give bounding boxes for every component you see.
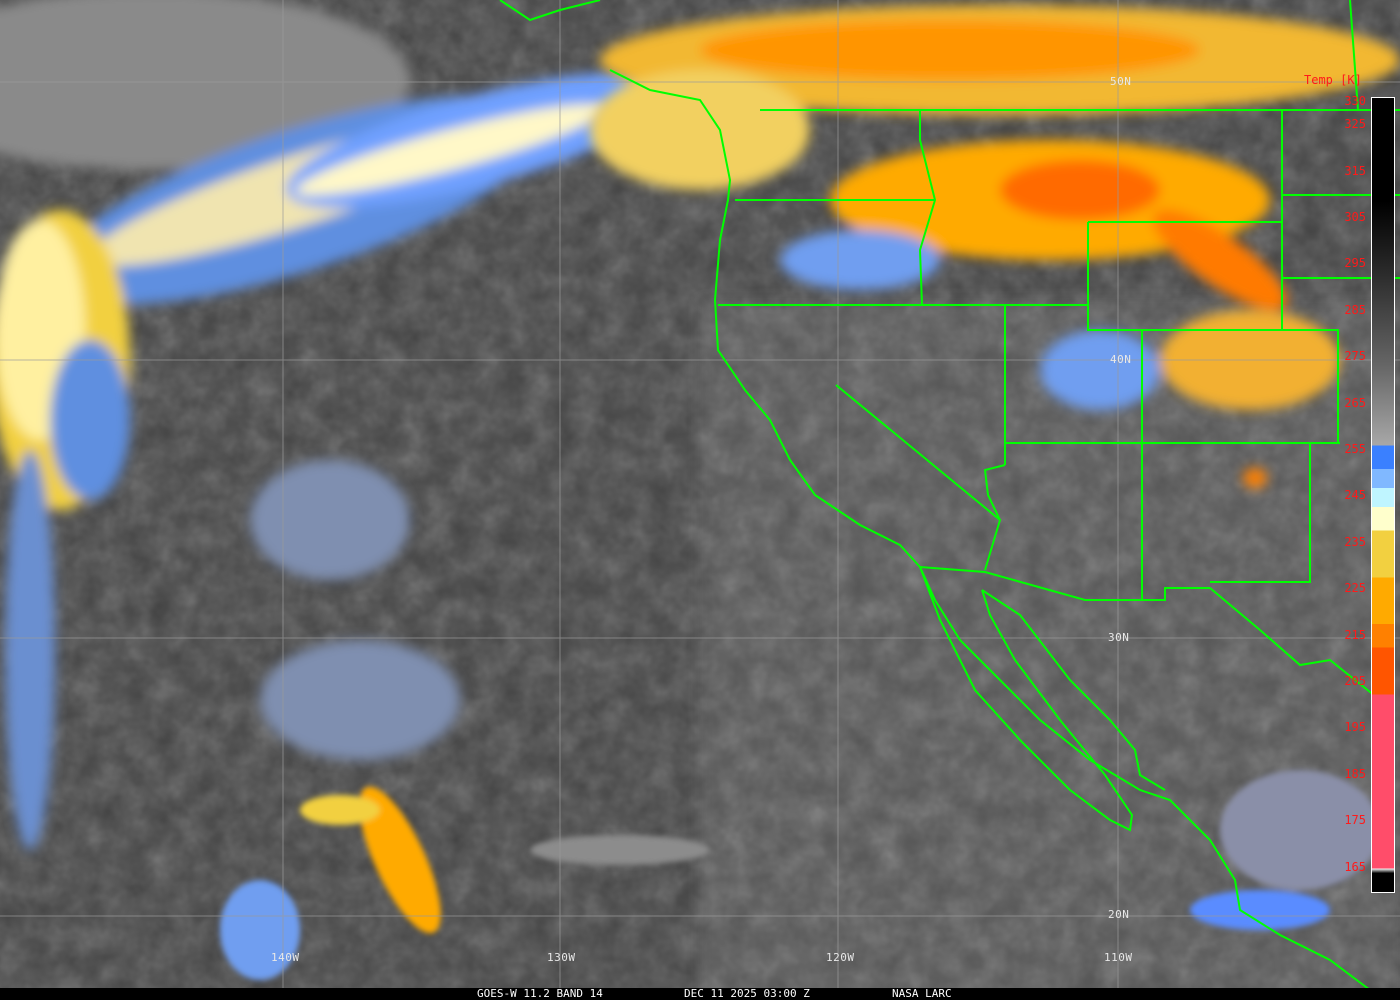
colorbar-tick: 305 (1344, 210, 1366, 224)
colorbar-tick: 275 (1344, 349, 1366, 364)
image-caption: GOES-W 11.2 BAND 14 DEC 11 2025 03:00 Z … (0, 988, 1400, 1000)
lat-label-30n: 30N (1108, 631, 1130, 644)
lon-label-130w: 130W (547, 951, 576, 964)
cloud-field-south (220, 770, 1380, 980)
colorbar-tick: 205 (1344, 674, 1366, 688)
colorbar-tick: 215 (1344, 627, 1366, 642)
colorbar-tick: 195 (1344, 720, 1366, 735)
colorbar-tick: 325 (1344, 117, 1366, 132)
caption-satellite: GOES-W 11.2 BAND 14 (477, 987, 603, 1000)
lat-label-40n: 40N (1110, 353, 1132, 366)
coastline-and-borders (499, 0, 1400, 991)
colorbar-tick: 315 (1344, 163, 1366, 178)
colorbar-tick: 255 (1344, 442, 1366, 456)
lon-label-110w: 110W (1104, 951, 1133, 964)
lon-label-120w: 120W (826, 951, 855, 964)
colorbar-tick: 245 (1344, 488, 1366, 503)
legend-title: Temp [K] (1304, 73, 1362, 87)
caption-source: NASA LARC (892, 987, 952, 1000)
colorbar-tick: 295 (1344, 256, 1366, 271)
lat-label-20n: 20N (1108, 908, 1130, 921)
cloud-field-northwest (0, 0, 674, 850)
colorbar-tick: 225 (1344, 581, 1366, 596)
colorbar-tick: 285 (1344, 302, 1366, 317)
lat-label-50n: 50N (1110, 75, 1132, 88)
colorbar-tick: 265 (1344, 395, 1366, 410)
lon-label-140w: 140W (271, 951, 300, 964)
colorbar-tick: 185 (1344, 766, 1366, 781)
colorbar-tick: 165 (1344, 859, 1366, 874)
colorbar-tick: 235 (1344, 534, 1366, 549)
cloud-field-north (590, 5, 1400, 488)
colorbar-tick: 175 (1344, 813, 1366, 828)
colorbar-tick: 330 (1344, 94, 1366, 108)
caption-datetime: DEC 11 2025 03:00 Z (684, 987, 810, 1000)
temperature-colorbar (1371, 97, 1395, 893)
